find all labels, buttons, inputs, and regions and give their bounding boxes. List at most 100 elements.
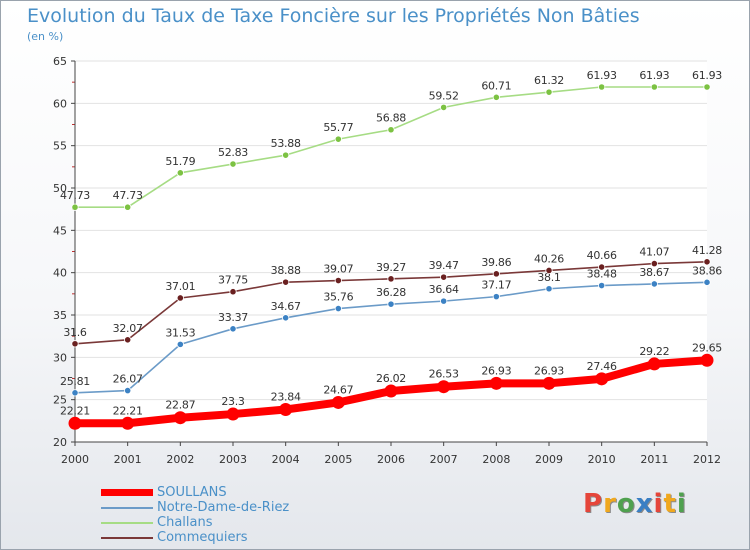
data-label: 31.6 (63, 326, 87, 339)
data-label: 36.64 (429, 283, 459, 296)
data-point (650, 280, 658, 288)
data-point (331, 395, 345, 409)
data-point (598, 263, 606, 271)
data-label: 38.67 (639, 266, 669, 279)
data-point (650, 260, 658, 268)
data-point (437, 380, 451, 394)
x-tick-label: 2005 (324, 453, 352, 466)
data-point (650, 83, 658, 91)
x-tick-label: 2012 (693, 453, 721, 466)
data-point (489, 376, 503, 390)
data-point (492, 293, 500, 301)
data-point (121, 416, 135, 430)
data-point (598, 83, 606, 91)
data-label: 26.93 (534, 364, 564, 377)
y-tick-label: 65 (53, 55, 67, 68)
y-tick-label: 35 (53, 309, 67, 322)
chart-title: Evolution du Taux de Taxe Foncière sur l… (27, 5, 640, 27)
x-tick-label: 2004 (272, 453, 300, 466)
data-point (387, 300, 395, 308)
data-label: 32.07 (113, 322, 143, 335)
data-point (703, 83, 711, 91)
data-label: 38.86 (692, 264, 722, 277)
data-label: 38.1 (537, 271, 560, 284)
data-label: 22.21 (60, 404, 90, 417)
data-label: 27.46 (587, 360, 617, 373)
data-point (68, 416, 82, 430)
data-label: 22.21 (113, 404, 143, 417)
data-point (387, 126, 395, 134)
data-point (647, 357, 661, 371)
data-point (229, 325, 237, 333)
chart-unit: (en %) (27, 30, 64, 43)
x-tick-label: 2010 (588, 453, 616, 466)
y-tick-label: 50 (53, 182, 67, 195)
y-tick-label: 20 (53, 436, 67, 449)
data-label: 56.88 (376, 112, 406, 125)
legend-label: Commequiers (157, 530, 248, 545)
data-label: 31.53 (165, 326, 195, 339)
data-label: 36.28 (376, 286, 406, 299)
data-label: 26.93 (481, 364, 511, 377)
x-tick-label: 2006 (377, 453, 405, 466)
data-label: 26.07 (113, 373, 143, 386)
data-label: 61.32 (534, 74, 564, 87)
data-label: 51.79 (165, 155, 195, 168)
data-point (492, 270, 500, 278)
data-label: 38.48 (587, 268, 617, 281)
data-label: 52.83 (218, 146, 248, 159)
data-label: 37.17 (481, 279, 511, 292)
data-point (542, 376, 556, 390)
legend-label: Challans (157, 515, 213, 530)
data-point (334, 304, 342, 313)
data-point (71, 340, 79, 348)
data-label: 35.76 (323, 291, 353, 304)
data-label: 23.3 (221, 395, 245, 408)
data-label: 33.37 (218, 311, 248, 324)
data-point (595, 372, 609, 386)
x-tick-label: 2001 (114, 453, 142, 466)
data-point (334, 135, 342, 143)
data-label: 39.47 (429, 259, 459, 272)
legend-label: SOULLANS (157, 485, 227, 500)
legend-swatch (101, 489, 153, 496)
data-point (282, 151, 290, 159)
data-label: 39.86 (481, 256, 511, 269)
data-point (282, 278, 290, 286)
data-label: 38.88 (271, 264, 301, 277)
y-tick-label: 60 (53, 97, 67, 110)
x-tick-label: 2003 (219, 453, 247, 466)
data-label: 60.71 (481, 79, 511, 92)
data-label: 47.73 (113, 189, 143, 202)
data-label: 61.93 (587, 69, 617, 82)
y-tick-label: 25 (53, 394, 67, 407)
data-label: 29.65 (692, 341, 722, 354)
x-tick-label: 2000 (61, 453, 89, 466)
data-point (492, 93, 500, 101)
x-tick-label: 2011 (640, 453, 668, 466)
data-label: 41.07 (639, 246, 669, 259)
data-point (387, 275, 395, 283)
data-label: 37.75 (218, 274, 248, 287)
data-point (700, 353, 714, 367)
y-tick-label: 45 (53, 224, 67, 237)
data-point (71, 389, 79, 397)
data-point (124, 203, 132, 211)
data-label: 26.53 (429, 368, 459, 381)
data-label: 41.28 (692, 244, 722, 257)
x-tick-label: 2009 (535, 453, 563, 466)
data-label: 26.02 (376, 372, 406, 385)
data-point (71, 203, 79, 211)
x-tick-label: 2002 (166, 453, 194, 466)
data-point (279, 402, 293, 416)
legend-label: Notre-Dame-de-Riez (157, 500, 290, 515)
data-label: 34.67 (271, 300, 301, 313)
data-point (229, 288, 237, 296)
data-point (124, 387, 132, 395)
data-label: 55.77 (323, 121, 353, 134)
x-tick-label: 2008 (482, 453, 510, 466)
data-point (703, 258, 711, 266)
data-label: 39.27 (376, 261, 406, 274)
